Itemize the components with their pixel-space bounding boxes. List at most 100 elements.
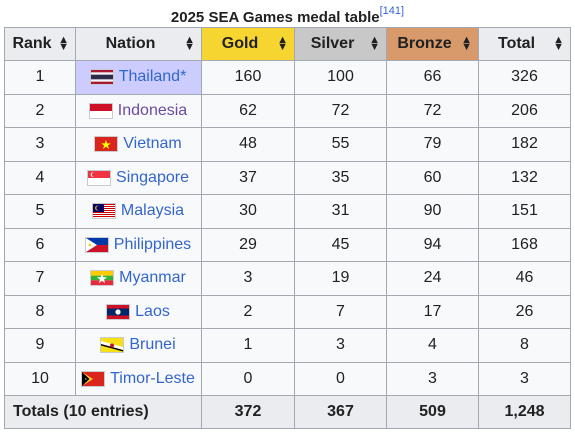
rank-cell: 5 — [4, 194, 76, 229]
gold-header[interactable]: Gold ▲ ▼ — [201, 27, 295, 61]
nation-cell: Philippines — [75, 227, 202, 262]
totals-row: Totals (10 entries) 372 367 509 1,248 — [4, 395, 571, 429]
reference-link[interactable]: [141] — [379, 5, 405, 17]
nation-link[interactable]: Brunei — [129, 336, 176, 354]
sort-icon[interactable]: ▲ ▼ — [58, 34, 69, 53]
grand-total-cell: 1,248 — [478, 395, 571, 429]
rank-cell: 1 — [4, 60, 76, 95]
nation-cell: Thailand* — [75, 60, 202, 95]
header-row: Rank ▲ ▼ Nation ▲ ▼ Gold ▲ ▼ Silver ▲ ▼ Bronze ▲ ▼… — [4, 27, 571, 61]
philippines-flag-icon — [85, 237, 108, 252]
gold-cell: 3 — [201, 261, 295, 296]
total-cell: 151 — [478, 194, 571, 229]
table-row: 5 Malaysia 30 31 90 151 — [4, 194, 571, 229]
silver-cell: 31 — [294, 194, 387, 229]
timor-leste-flag-icon — [82, 371, 105, 386]
nation-header[interactable]: Nation ▲ ▼ — [75, 27, 202, 61]
silver-header[interactable]: Silver ▲ ▼ — [294, 27, 387, 61]
rank-cell: 6 — [4, 227, 76, 262]
bronze-cell: 94 — [386, 227, 479, 262]
rank-cell: 3 — [4, 127, 76, 162]
silver-cell: 7 — [294, 294, 387, 329]
total-cell: 168 — [478, 227, 571, 262]
rank-cell: 10 — [4, 361, 76, 396]
bronze-cell: 79 — [386, 127, 479, 162]
table-row: 2 Indonesia 62 72 72 206 — [4, 93, 571, 128]
gold-cell: 30 — [201, 194, 295, 229]
nation-link[interactable]: Malaysia — [120, 202, 185, 220]
nation-cell: Brunei — [75, 328, 202, 363]
nation-cell: Laos — [75, 294, 202, 329]
malaysia-flag-icon — [92, 204, 115, 219]
brunei-flag-icon — [101, 338, 124, 353]
total-cell: 206 — [478, 93, 571, 128]
nation-link[interactable]: Timor-Leste — [110, 369, 195, 387]
total-cell: 46 — [478, 261, 571, 296]
rank-cell: 7 — [4, 261, 76, 296]
totals-label: Totals (10 entries) — [4, 395, 202, 429]
bronze-cell: 3 — [386, 361, 479, 396]
bronze-cell: 24 — [386, 261, 479, 296]
nation-link[interactable]: Laos — [135, 302, 170, 320]
sort-icon[interactable]: ▲ ▼ — [184, 34, 195, 53]
total-cell: 132 — [478, 160, 571, 195]
gold-cell: 2 — [201, 294, 295, 329]
gold-cell: 37 — [201, 160, 295, 195]
silver-cell: 35 — [294, 160, 387, 195]
nation-link[interactable]: Myanmar — [119, 269, 186, 287]
nation-cell: Malaysia — [75, 194, 202, 229]
bronze-header[interactable]: Bronze ▲ ▼ — [386, 27, 479, 61]
vietnam-flag-icon — [95, 137, 118, 152]
nation-cell: Singapore — [75, 160, 202, 195]
table-row: 6 Philippines 29 45 94 168 — [4, 227, 571, 262]
table-row: 8 Laos 2 7 17 26 — [4, 294, 571, 329]
table-row: 4 Singapore 37 35 60 132 — [4, 160, 571, 195]
table-row: 3 Vietnam 48 55 79 182 — [4, 127, 571, 162]
gold-cell: 48 — [201, 127, 295, 162]
nation-link[interactable]: Thailand* — [118, 68, 187, 86]
bronze-cell: 4 — [386, 328, 479, 363]
medal-table: Rank ▲ ▼ Nation ▲ ▼ Gold ▲ ▼ Silver ▲ ▼ Bronze ▲ ▼… — [4, 27, 571, 429]
nation-link[interactable]: Philippines — [113, 235, 192, 253]
bronze-cell: 66 — [386, 60, 479, 95]
table-caption: 2025 SEA Games medal table[141] — [0, 0, 575, 26]
nation-cell: Timor-Leste — [75, 361, 202, 396]
gold-header-label: Gold — [221, 35, 259, 52]
nation-link[interactable]: Vietnam — [123, 135, 182, 153]
silver-cell: 72 — [294, 93, 387, 128]
nation-link[interactable]: Singapore — [116, 168, 189, 186]
table-row: 1 Thailand* 160 100 66 326 — [4, 60, 571, 95]
table-row: 7 Myanmar 3 19 24 46 — [4, 261, 571, 296]
silver-cell: 19 — [294, 261, 387, 296]
sort-icon[interactable]: ▲ ▼ — [461, 34, 472, 53]
rank-header[interactable]: Rank ▲ ▼ — [4, 27, 76, 61]
table-row: 9 Brunei 1 3 4 8 — [4, 328, 571, 363]
bronze-header-label: Bronze — [397, 35, 452, 52]
nation-cell: Myanmar — [75, 261, 202, 296]
gold-cell: 160 — [201, 60, 295, 95]
rank-cell: 9 — [4, 328, 76, 363]
bronze-total-cell: 509 — [386, 395, 479, 429]
sort-icon[interactable]: ▲ ▼ — [277, 34, 288, 53]
total-cell: 182 — [478, 127, 571, 162]
thailand-flag-icon — [90, 70, 113, 85]
gold-total-cell: 372 — [201, 395, 295, 429]
gold-cell: 62 — [201, 93, 295, 128]
rank-cell: 8 — [4, 294, 76, 329]
silver-cell: 3 — [294, 328, 387, 363]
silver-cell: 0 — [294, 361, 387, 396]
laos-flag-icon — [107, 304, 130, 319]
total-cell: 326 — [478, 60, 571, 95]
bronze-cell: 72 — [386, 93, 479, 128]
silver-cell: 100 — [294, 60, 387, 95]
total-header[interactable]: Total ▲ ▼ — [478, 27, 571, 61]
total-header-label: Total — [497, 35, 536, 52]
sort-icon[interactable]: ▲ ▼ — [369, 34, 380, 53]
silver-cell: 55 — [294, 127, 387, 162]
total-cell: 26 — [478, 294, 571, 329]
sort-icon[interactable]: ▲ ▼ — [553, 34, 564, 53]
silver-cell: 45 — [294, 227, 387, 262]
nation-link[interactable]: Indonesia — [117, 101, 188, 119]
silver-header-label: Silver — [310, 35, 355, 52]
gold-cell: 29 — [201, 227, 295, 262]
